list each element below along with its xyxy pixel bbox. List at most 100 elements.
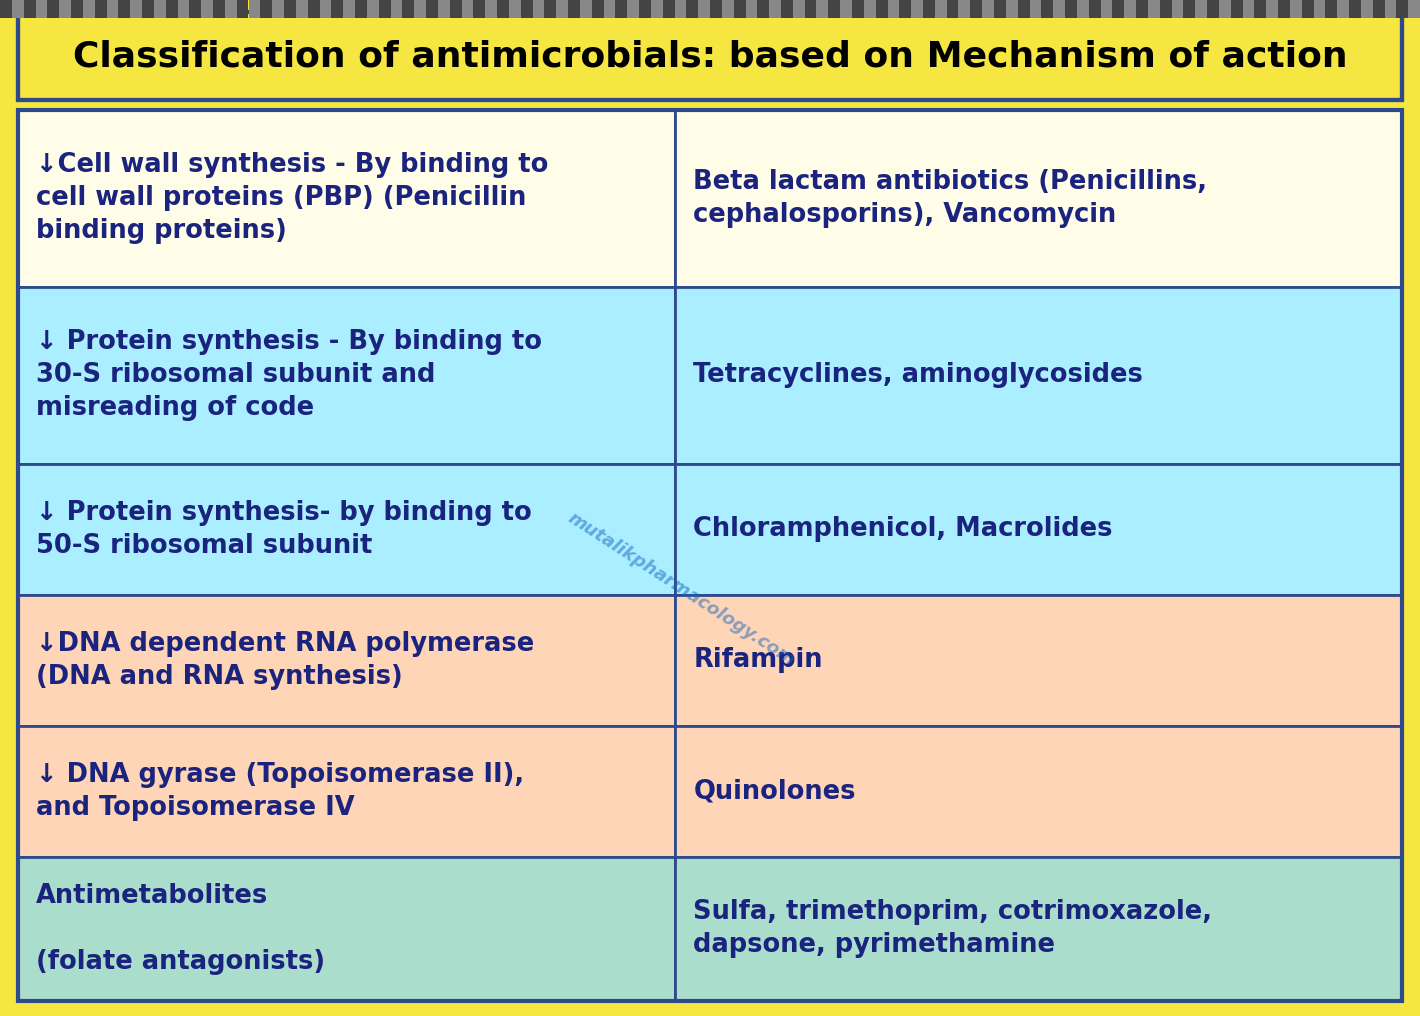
FancyBboxPatch shape [676,463,1402,594]
Bar [592,0,604,18]
Bar [521,0,532,18]
Bar [320,0,331,18]
Bar [462,0,473,18]
Bar [816,0,828,18]
Text: ↓Cell wall synthesis - By binding to
cell wall proteins (PBP) (Penicillin
bindin: ↓Cell wall synthesis - By binding to cel… [36,152,548,245]
Bar [1183,0,1196,18]
Bar [237,0,248,18]
Bar [1018,0,1030,18]
Text: Rifampin: Rifampin [693,647,824,674]
Bar [1349,0,1360,18]
FancyBboxPatch shape [18,856,676,1001]
Bar [426,0,437,18]
Bar [1289,0,1302,18]
Bar [24,0,36,18]
Bar [888,0,899,18]
Bar [1314,0,1325,18]
Bar [746,0,757,18]
Bar [1325,0,1338,18]
Text: Sulfa, trimethoprim, cotrimoxazole,
dapsone, pyrimethamine: Sulfa, trimethoprim, cotrimoxazole, daps… [693,899,1213,958]
Bar [1147,0,1160,18]
Bar [142,0,153,18]
Bar [131,0,142,18]
Bar [473,0,486,18]
Text: ↓ DNA gyrase (Topoisomerase II),
and Topoisomerase IV: ↓ DNA gyrase (Topoisomerase II), and Top… [36,762,524,821]
Bar [284,0,295,18]
Bar [852,0,863,18]
Bar [721,0,734,18]
Bar [970,0,983,18]
Bar [415,0,426,18]
Bar [628,0,639,18]
Bar [639,0,650,18]
Bar [544,0,557,18]
FancyBboxPatch shape [18,110,676,287]
Text: mutalikpharmacology.com: mutalikpharmacology.com [565,509,798,670]
Bar [1384,0,1396,18]
Bar [1089,0,1100,18]
Bar [106,0,118,18]
Bar [450,0,462,18]
Bar [224,0,237,18]
Bar [178,0,189,18]
Bar [781,0,792,18]
Bar [568,0,579,18]
Bar [923,0,934,18]
Bar [1396,0,1409,18]
Bar [947,0,959,18]
Bar [557,0,568,18]
Bar [959,0,970,18]
Bar [1054,0,1065,18]
Bar [1242,0,1254,18]
Bar [876,0,888,18]
Bar [699,0,710,18]
Bar [770,0,781,18]
Bar [1125,0,1136,18]
Bar [1030,0,1041,18]
FancyBboxPatch shape [18,463,676,594]
Text: Classification of antimicrobials: based on Mechanism of action: Classification of antimicrobials: based … [72,39,1348,73]
Bar [71,0,82,18]
FancyBboxPatch shape [676,110,1402,287]
Bar [674,0,686,18]
Bar [1160,0,1171,18]
Text: Tetracyclines, aminoglycosides: Tetracyclines, aminoglycosides [693,363,1143,388]
Bar [828,0,841,18]
FancyBboxPatch shape [18,287,676,463]
Bar [532,0,544,18]
Bar [1005,0,1018,18]
Text: Quinolones: Quinolones [693,778,856,805]
Bar [1172,0,1183,18]
Bar [202,0,213,18]
Bar [260,0,273,18]
FancyBboxPatch shape [676,287,1402,463]
Bar [497,0,508,18]
Bar [1254,0,1267,18]
Bar [437,0,450,18]
FancyBboxPatch shape [18,12,1402,100]
Bar [391,0,402,18]
Bar [1076,0,1089,18]
Bar [1338,0,1349,18]
Bar [863,0,876,18]
Bar [710,0,721,18]
Bar [60,0,71,18]
Bar [841,0,852,18]
Bar [308,0,320,18]
Bar [734,0,746,18]
Bar [273,0,284,18]
Bar [912,0,923,18]
Bar [11,0,24,18]
Bar [650,0,663,18]
Bar [604,0,615,18]
Bar [579,0,592,18]
Bar [757,0,770,18]
Bar [994,0,1005,18]
Bar [213,0,224,18]
Bar [805,0,816,18]
Bar [934,0,947,18]
Bar [95,0,106,18]
Bar [1065,0,1076,18]
Bar [1112,0,1125,18]
Bar [344,0,355,18]
